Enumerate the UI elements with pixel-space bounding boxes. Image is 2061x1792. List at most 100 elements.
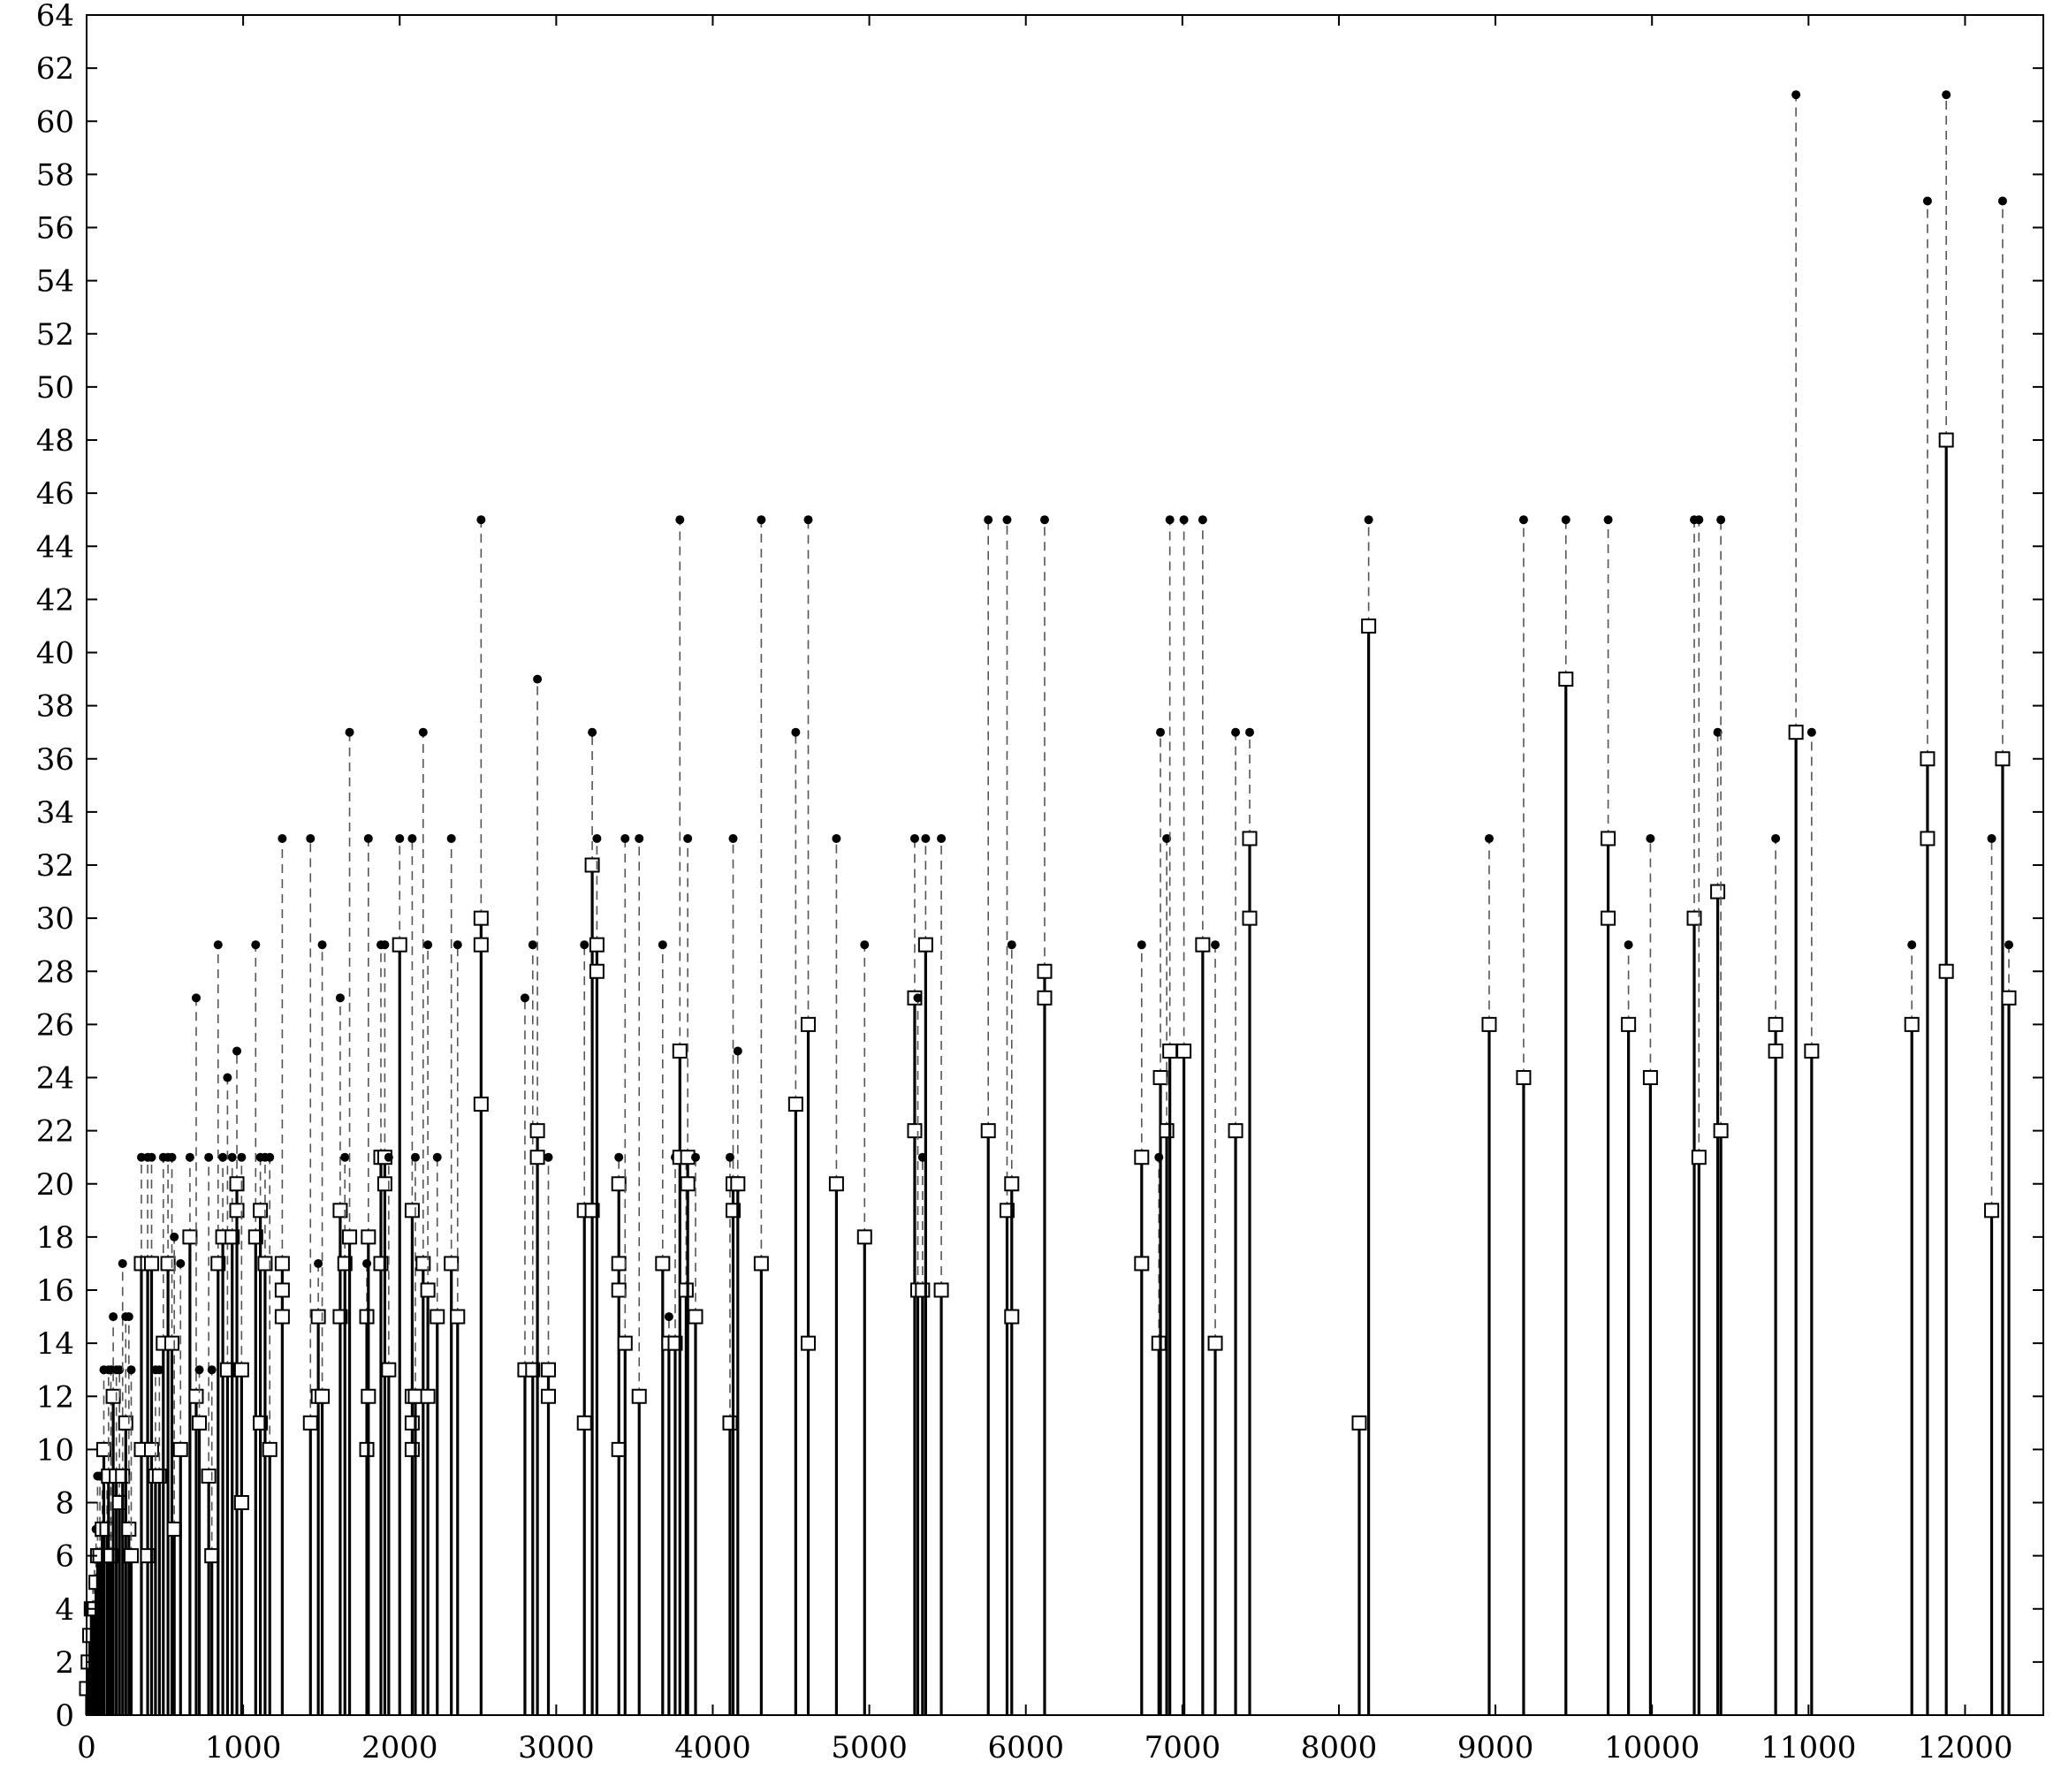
y-tick-label: 26	[36, 1007, 74, 1043]
data-square	[229, 1176, 245, 1192]
data-square	[589, 937, 605, 953]
data-square	[611, 1441, 627, 1457]
y-tick-label: 38	[36, 689, 74, 725]
data-dot	[1997, 196, 2007, 206]
data-square	[611, 1176, 627, 1192]
data-square	[1481, 1016, 1497, 1032]
data-square	[407, 1388, 423, 1404]
data-dot	[937, 833, 947, 843]
x-axis: 0 1000 2000 3000 4000 5000 6000 7000 8000 9000 100…	[77, 15, 2013, 1765]
data-square	[589, 963, 605, 979]
data-square	[611, 1256, 627, 1272]
data-dot	[984, 515, 993, 525]
data-square	[404, 1441, 420, 1457]
x-tick-label: 3000	[518, 1730, 595, 1765]
data-dot	[265, 1152, 275, 1162]
y-tick-label: 30	[36, 901, 74, 937]
data-square	[2001, 990, 2017, 1006]
data-square	[376, 1176, 392, 1192]
y-tick-label: 62	[36, 51, 74, 87]
data-dot	[340, 1152, 350, 1162]
data-dot	[1231, 727, 1241, 737]
data-square	[1242, 910, 1258, 926]
data-dot	[909, 833, 919, 843]
data-dot	[544, 1152, 553, 1162]
data-square	[450, 1309, 466, 1325]
data-dot	[167, 1152, 177, 1162]
data-dot	[118, 1258, 127, 1268]
data-dot	[395, 833, 405, 843]
data-square	[105, 1388, 121, 1404]
data-dot	[1137, 940, 1146, 950]
data-square	[1601, 910, 1616, 926]
data-square	[1920, 751, 1936, 767]
data-dot	[1245, 727, 1255, 737]
data-square	[1361, 618, 1377, 634]
y-tick-label: 2	[55, 1645, 74, 1681]
data-dot	[207, 1365, 217, 1375]
x-tick-label: 4000	[674, 1730, 751, 1765]
data-square	[730, 1176, 746, 1192]
data-square	[753, 1256, 769, 1272]
data-square	[617, 1335, 633, 1351]
data-square	[160, 1256, 176, 1272]
data-dot	[832, 833, 841, 843]
data-square	[302, 1415, 318, 1431]
data-dot	[1007, 940, 1016, 950]
data-dot	[1162, 833, 1172, 843]
data-square	[1938, 963, 1954, 979]
data-square	[1804, 1043, 1820, 1059]
data-dot	[791, 727, 801, 737]
data-dot	[803, 515, 813, 525]
y-tick-label: 36	[36, 742, 74, 778]
data-dot	[410, 1152, 420, 1162]
data-dot	[204, 1152, 214, 1162]
data-square	[1691, 1150, 1707, 1166]
data-dot	[683, 833, 693, 843]
data-dot	[1646, 833, 1655, 843]
data-dot	[690, 1152, 700, 1162]
data-dot	[317, 940, 327, 950]
data-dot	[1211, 940, 1221, 950]
data-square	[257, 1256, 273, 1272]
data-dot	[1806, 727, 1816, 737]
data-square	[192, 1415, 208, 1431]
data-square	[1768, 1016, 1783, 1032]
data-square	[1228, 1123, 1243, 1139]
data-square	[980, 1123, 996, 1139]
data-dot	[592, 833, 602, 843]
data-dot	[1987, 833, 1996, 843]
data-dot	[218, 1152, 228, 1162]
data-dot	[237, 1152, 247, 1162]
x-tick-label: 7000	[1145, 1730, 1221, 1765]
y-tick-label: 8	[55, 1486, 74, 1522]
y-tick-label: 56	[36, 211, 74, 247]
data-dot	[1694, 515, 1704, 525]
data-square	[166, 1522, 182, 1538]
data-dot	[1603, 515, 1613, 525]
data-square	[1768, 1043, 1783, 1059]
y-tick-label: 46	[36, 476, 74, 512]
y-tick-label: 52	[36, 317, 74, 353]
data-square	[188, 1388, 204, 1404]
data-square	[473, 1097, 489, 1112]
data-square	[342, 1229, 358, 1245]
data-square	[541, 1362, 557, 1378]
data-square	[917, 937, 933, 953]
data-square	[1984, 1203, 2000, 1219]
data-dot	[278, 833, 287, 843]
data-dot	[115, 1365, 125, 1375]
data-dot	[314, 1258, 323, 1268]
y-tick-label: 28	[36, 954, 74, 990]
data-dot	[1198, 515, 1207, 525]
data-square	[1134, 1256, 1150, 1272]
data-square	[611, 1282, 627, 1298]
data-dot	[860, 940, 870, 950]
data-dot	[418, 727, 428, 737]
data-square	[204, 1548, 220, 1564]
data-dot	[1791, 90, 1801, 100]
data-square	[359, 1309, 375, 1325]
data-square	[361, 1388, 376, 1404]
y-tick-label: 10	[36, 1432, 74, 1468]
data-square	[1176, 1043, 1192, 1059]
